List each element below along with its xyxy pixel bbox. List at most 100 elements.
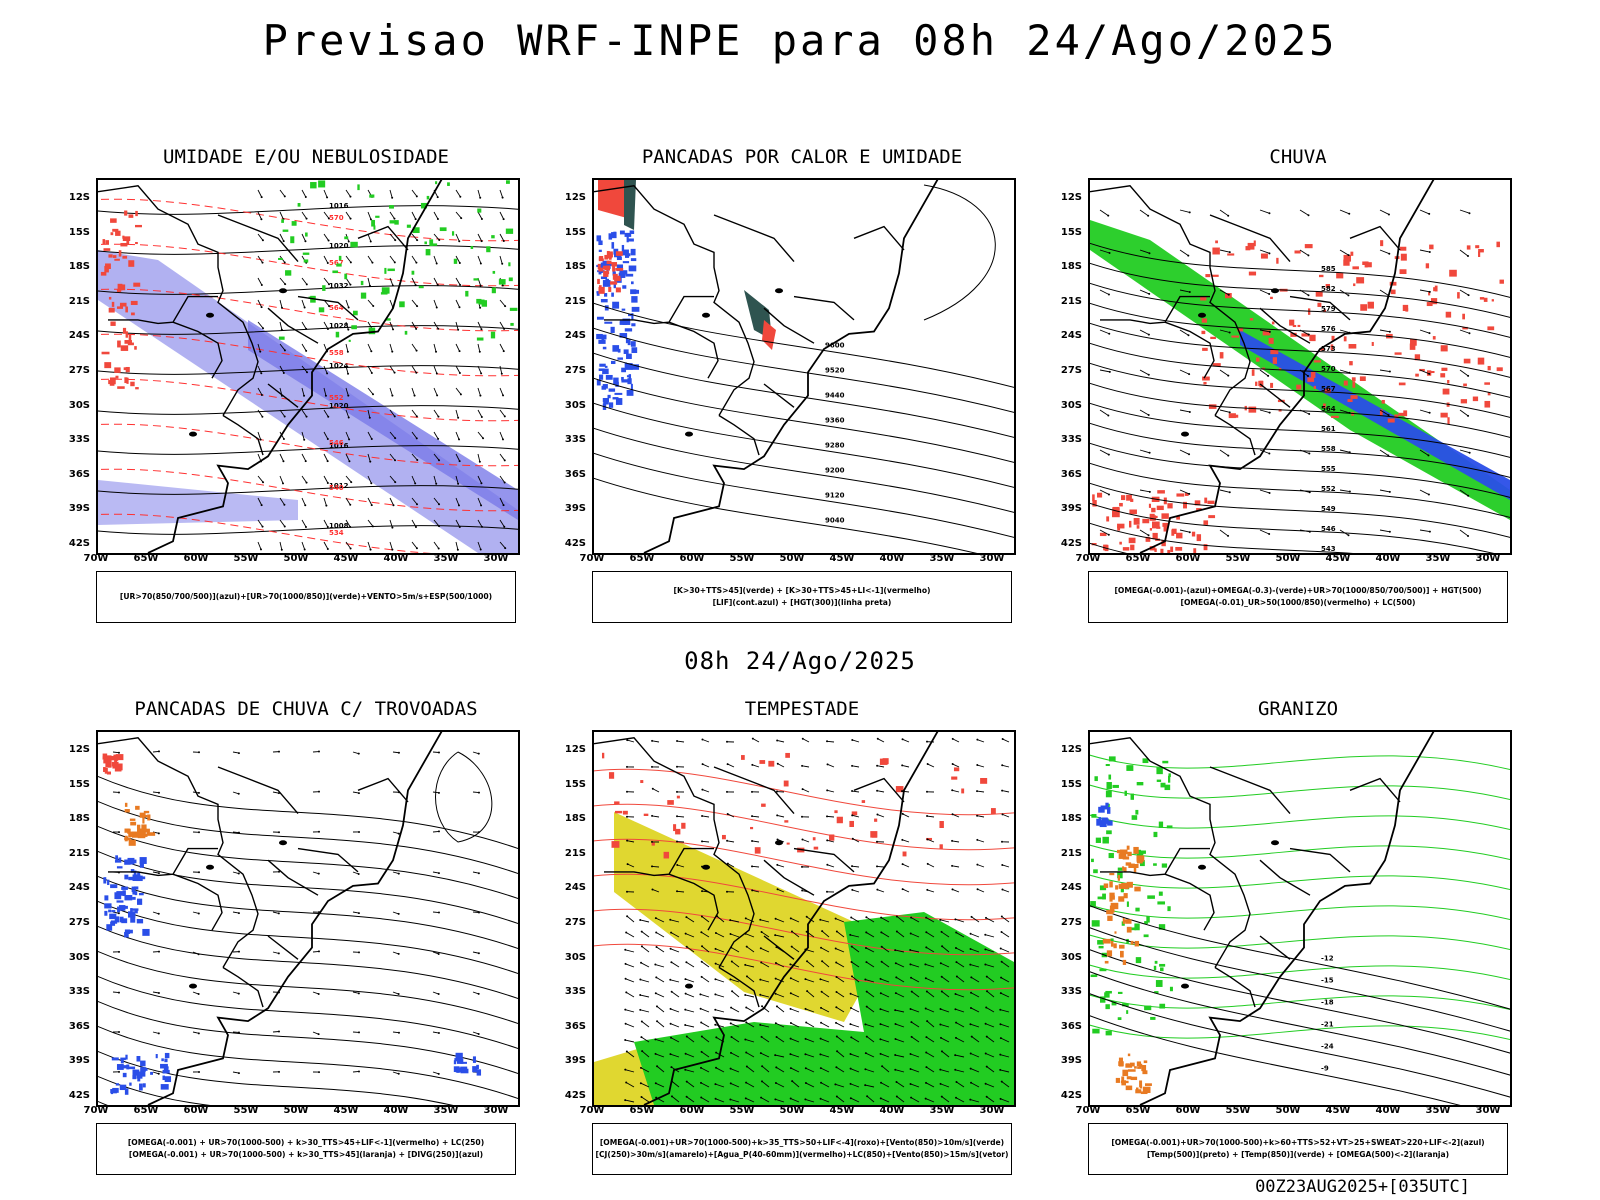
- hgt500-contours-line: [1090, 442, 1510, 498]
- wind850-vectors-north-arrow: [727, 813, 735, 818]
- hgt500-contours-line: [1090, 482, 1510, 538]
- lat-tick-label: 15S: [68, 226, 90, 238]
- wind850-vectors-arrow: [776, 1006, 785, 1013]
- lat-tick-label: 36S: [68, 1020, 90, 1032]
- wind-vectors-arrowhead: [480, 217, 483, 220]
- wind-vectors-arrow: [301, 497, 306, 506]
- wind-vectors-arrow: [301, 387, 305, 396]
- divergence-blue-cell: [132, 891, 136, 895]
- streamline-arrows-arrow: [432, 751, 440, 753]
- streamlines-arrowhead: [1147, 413, 1150, 416]
- wind850-vectors-north-arrow: [852, 814, 860, 818]
- wind-vectors-arrowhead: [457, 328, 460, 331]
- wind850-vectors-arrow: [955, 932, 965, 938]
- lat-tick-label: 36S: [564, 1020, 586, 1032]
- temp850-noise-cell: [1142, 758, 1149, 764]
- wind-vectors-arrowhead: [437, 415, 440, 418]
- lon-tick-label: 30W: [483, 1105, 509, 1116]
- wind-vectors: [257, 189, 507, 551]
- hgt500-contours-label: 573: [1321, 345, 1336, 353]
- lat-tick-label: 18S: [1060, 261, 1082, 273]
- green-moisture-cell: [369, 194, 375, 198]
- temp850-noise-cell: [1169, 986, 1173, 992]
- temp850-contours-line: [1090, 964, 1510, 981]
- wind850-vectors-arrow: [1000, 1009, 1010, 1013]
- lif-contours-cell: [625, 338, 629, 344]
- wind850-vectors-arrowhead: [939, 918, 942, 921]
- lake-2: [1198, 312, 1206, 318]
- wind850-vectors-arrowhead: [654, 917, 657, 920]
- wind850-vectors-arrow: [836, 976, 845, 983]
- omega-orange-south-cell: [1144, 1083, 1152, 1086]
- streamline-arrows-arrowhead: [237, 950, 240, 953]
- wind850-vectors-arrowhead: [774, 1098, 777, 1101]
- streamlines-arrow: [1099, 209, 1109, 217]
- streamlines-arrow: [1459, 209, 1470, 214]
- streamline-arrows-arrowhead: [437, 791, 440, 794]
- lif-contours-cell: [617, 348, 621, 353]
- temp500-contours: -12-15-18-21-24-9: [1090, 905, 1510, 1105]
- wind-vectors-arrowhead: [326, 526, 329, 529]
- wind850-vectors-arrow: [685, 1024, 695, 1028]
- wind850-vectors-arrow: [761, 1036, 770, 1043]
- wind850-vectors-arrowhead: [820, 1081, 823, 1084]
- wind850-vectors-arrowhead: [879, 977, 882, 980]
- streamline-arrows-arrowhead: [117, 1070, 120, 1073]
- streamline-arrows-arrowhead: [197, 751, 200, 754]
- streamlines-arrow: [1419, 329, 1430, 334]
- wind850-vectors-north-arrowhead: [676, 840, 679, 843]
- wind850-vectors-arrowhead: [864, 978, 867, 981]
- streamline-arrows-arrow: [392, 751, 400, 754]
- wind850-vectors-arrow: [940, 1037, 950, 1043]
- rain-red-areas-cell: [1201, 318, 1208, 323]
- wind850-vectors-arrow: [790, 977, 800, 983]
- pressure-contours-label: 1020: [329, 402, 349, 410]
- wind-vectors-arrow: [257, 497, 263, 506]
- wind-vectors-arrow: [323, 365, 328, 374]
- rain-red-areas-cell: [1440, 373, 1446, 378]
- wind850-vectors-arrow: [820, 1067, 830, 1073]
- lif-contours-cell: [624, 362, 627, 368]
- wind850-vectors-arrowhead: [669, 1007, 672, 1010]
- wind850-vectors-north-arrowhead: [901, 738, 904, 741]
- lif-contours-cell: [601, 334, 607, 340]
- omega-orange-cell: [1114, 931, 1117, 934]
- lon-tick-label: 65W: [629, 553, 655, 564]
- wind850-vectors-arrowhead: [654, 963, 657, 966]
- lif-contours-cell: [627, 378, 632, 385]
- omega-orange-cell: [1118, 853, 1127, 859]
- wind850-vectors-arrowhead: [789, 1067, 792, 1070]
- divergence-blue-cell: [110, 920, 118, 924]
- rain-red-south-cell: [1204, 497, 1208, 504]
- green-moisture-cell: [491, 287, 496, 294]
- streamline-arrows-arrow: [272, 951, 279, 954]
- temp850-contours-line: [1090, 844, 1510, 861]
- wind850-vectors-arrow: [790, 1067, 800, 1073]
- wind850-vectors-arrowhead: [745, 975, 748, 978]
- lon-tick-label: 55W: [233, 1105, 259, 1116]
- streamlines-arrow: [1139, 449, 1150, 454]
- lat-tick-label: 21S: [564, 847, 586, 859]
- wind-vectors-arrowhead: [284, 283, 287, 286]
- wind850-vectors-arrow: [835, 1083, 845, 1088]
- streamlines-arrowhead: [1268, 252, 1271, 255]
- rain-red-areas-cell: [1237, 327, 1244, 332]
- wind850-vectors-arrow: [865, 1023, 875, 1028]
- east-coastline: [643, 732, 939, 1105]
- red-moisture-cell: [127, 342, 134, 346]
- hail-blue-cell: [1096, 818, 1102, 826]
- wind850-vectors-arrowhead: [835, 930, 838, 933]
- hail-blue: [1096, 802, 1113, 828]
- hgt300-contours-line: [594, 352, 1014, 438]
- wind850-vectors-arrow: [820, 1022, 830, 1028]
- wind-vectors-arrowhead: [260, 393, 263, 396]
- wind850-vectors-north-arrowhead: [626, 790, 629, 793]
- temp850-noise-cell: [1112, 784, 1119, 788]
- wind850-vectors-arrowhead: [939, 1023, 942, 1026]
- rain-red-areas-cell: [1289, 319, 1295, 326]
- omega-orange-south-cell: [1126, 1076, 1132, 1080]
- wind850-vectors-arrowhead: [624, 1039, 627, 1042]
- wind850-vectors-north-arrow: [727, 863, 735, 868]
- rain-red-south-cell: [1151, 507, 1156, 513]
- streamlines-arrowhead: [1228, 491, 1231, 494]
